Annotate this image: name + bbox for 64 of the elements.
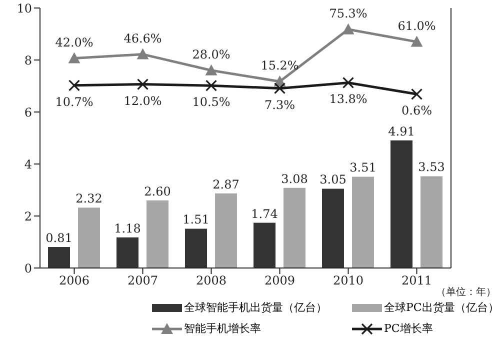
x-tick-label: 2010 (332, 274, 364, 288)
y-tick-label: 2 (24, 209, 32, 224)
data-label: 42.0% (55, 35, 94, 50)
legend-label: PC增长率 (384, 321, 433, 336)
data-label: 15.2% (260, 58, 299, 72)
bar (284, 188, 306, 268)
data-label: 75.3% (329, 6, 368, 20)
bar (322, 188, 344, 268)
x-tick-label: 2011 (401, 274, 432, 288)
bar (185, 228, 207, 268)
point (136, 48, 149, 60)
data-label: 2.60 (144, 184, 171, 198)
data-label: 1.18 (114, 221, 141, 236)
bar (116, 237, 138, 268)
bar (420, 176, 442, 268)
data-label: 3.08 (281, 172, 308, 186)
x-tick-label: 2006 (58, 274, 90, 288)
data-label: 2.32 (76, 192, 102, 206)
data-label: 0.6% (402, 104, 432, 118)
legend-label: 全球智能手机出货量（亿台） (184, 300, 327, 315)
data-label: 1.74 (251, 206, 278, 221)
data-label: 4.91 (388, 124, 415, 138)
point (68, 80, 80, 92)
y-tick-label: 0 (24, 261, 32, 276)
bar (390, 140, 412, 268)
data-label: 12.0% (124, 94, 162, 108)
data-label: 46.6% (124, 31, 162, 46)
y-tick-label: 6 (24, 105, 32, 120)
bar (215, 193, 237, 268)
data-label: 0.81 (46, 230, 72, 245)
point (342, 23, 354, 34)
data-label: 61.0% (398, 18, 436, 33)
y-tick-label: 4 (24, 157, 32, 172)
point (205, 64, 218, 76)
bar (146, 200, 168, 268)
data-label: 10.5% (192, 95, 230, 110)
data-label: 28.0% (192, 47, 230, 62)
data-label: 2.87 (212, 177, 240, 192)
point (342, 76, 354, 89)
point (410, 36, 423, 47)
x-tick-label: 2009 (264, 274, 296, 288)
bar (352, 176, 374, 268)
x-tick-label: 2008 (196, 274, 227, 288)
y-tick-label: 8 (24, 53, 32, 68)
legend-label: 智能手机增长率 (184, 321, 261, 336)
data-label: 1.51 (182, 212, 210, 227)
text: （单位：年） (436, 286, 496, 299)
point (68, 52, 80, 64)
y-tick-label: 10 (16, 1, 32, 16)
point (274, 82, 286, 94)
bar (254, 222, 276, 268)
x-tick-label: 2007 (127, 274, 158, 288)
data-label: 3.53 (418, 160, 445, 174)
point (205, 80, 218, 92)
point (410, 88, 423, 100)
data-label: 13.8% (329, 92, 368, 106)
bar (78, 208, 100, 268)
data-label: 3.05 (320, 172, 346, 187)
legend-label: 全球PC出货量（亿台） (384, 300, 499, 315)
data-label: 3.51 (350, 160, 376, 175)
point (136, 78, 149, 90)
data-label: 10.7% (55, 94, 94, 109)
data-label: 7.3% (264, 98, 295, 112)
bar (48, 246, 70, 268)
